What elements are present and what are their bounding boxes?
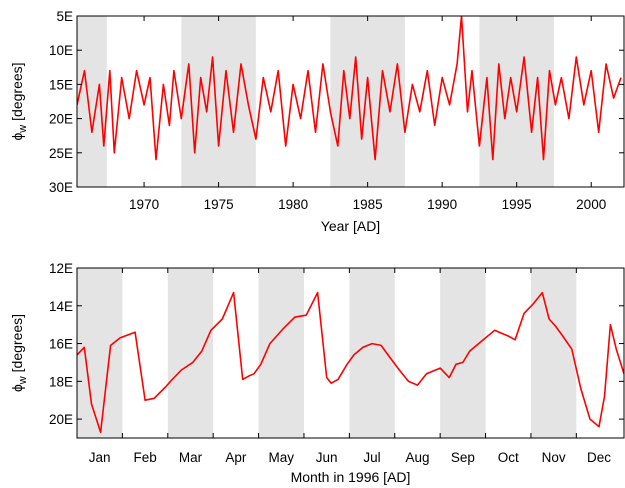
shaded-band [440, 268, 486, 438]
y-tick-label: 5E [56, 9, 73, 24]
x-tick-label: 1980 [278, 197, 308, 212]
series [77, 16, 622, 161]
plot-frame [76, 15, 625, 188]
x-tick-label: 2000 [576, 197, 606, 212]
y-axis-label: ϕw [degrees] [9, 314, 29, 392]
monthly-chart: 12E 14E 16E 18E 20E Jan Feb Mar Apr May Jun Jul Aug S… [9, 261, 625, 485]
shaded-bands [77, 268, 577, 438]
x-tick-label: May [269, 450, 295, 465]
x-tick-label: Jan [89, 450, 111, 465]
x-tick-label: Jul [363, 450, 380, 465]
x-tick-label: Jun [316, 450, 338, 465]
shaded-band [181, 16, 256, 187]
x-axis-label: Year [AD] [321, 218, 380, 234]
tick-labels: 5E 10E 15E 20E 25E 30E 1970 1975 1980 1985 1990 199… [49, 9, 606, 212]
x-tick-label: Aug [405, 450, 429, 465]
x-tick-label: Apr [225, 450, 247, 465]
x-tick-label: Sep [451, 450, 475, 465]
y-tick-label: 10E [49, 43, 73, 58]
shaded-band [77, 16, 107, 187]
tick-labels: 12E 14E 16E 18E 20E Jan Feb Mar Apr May Jun Jul Aug S… [49, 261, 611, 465]
y-axis-label-symbol: ϕ [9, 133, 25, 141]
y-tick-label: 20E [49, 112, 73, 127]
x-tick-label: 1970 [129, 197, 159, 212]
y-tick-label: 18E [49, 374, 73, 389]
x-tick-label: 1975 [204, 197, 234, 212]
yearly-chart: 5E 10E 15E 20E 25E 30E 1970 1975 1980 1985 1990 199… [9, 9, 625, 234]
y-tick-label: 15E [49, 77, 73, 92]
x-tick-label: Feb [133, 450, 156, 465]
y-axis-label-text: [degrees] [9, 314, 25, 376]
shaded-band [77, 268, 123, 438]
x-axis-label: Month in 1996 [AD] [291, 469, 411, 485]
y-tick-label: 25E [49, 146, 73, 161]
y-tick-label: 14E [49, 299, 73, 314]
y-axis-label: ϕw [degrees] [9, 62, 29, 140]
plot-frame [76, 267, 625, 439]
x-tick-label: 1990 [427, 197, 457, 212]
x-tick-label: Mar [179, 450, 203, 465]
shaded-bands [77, 16, 554, 187]
x-tick-label: Oct [498, 450, 519, 465]
x-tick-label: Nov [542, 450, 566, 465]
x-tick-label: 1985 [353, 197, 383, 212]
y-axis-label-text: [degrees] [9, 62, 25, 124]
axis-ticks [77, 15, 624, 188]
y-axis-label-symbol: ϕ [9, 384, 25, 392]
y-axis-label-subscript: w [17, 125, 29, 134]
axis-ticks [77, 267, 624, 438]
series [77, 291, 624, 434]
y-axis-label-subscript: w [17, 376, 29, 385]
y-tick-label: 16E [49, 337, 73, 352]
x-tick-label: Dec [587, 450, 611, 465]
shaded-band [479, 16, 554, 187]
series-line [77, 291, 624, 434]
y-tick-label: 12E [49, 261, 73, 276]
series-line [77, 16, 622, 161]
y-tick-label: 30E [49, 180, 73, 195]
shaded-band [330, 16, 405, 187]
shaded-band [530, 268, 577, 438]
x-tick-label: 1995 [502, 197, 532, 212]
y-tick-label: 20E [49, 412, 73, 427]
shaded-band [167, 268, 214, 438]
